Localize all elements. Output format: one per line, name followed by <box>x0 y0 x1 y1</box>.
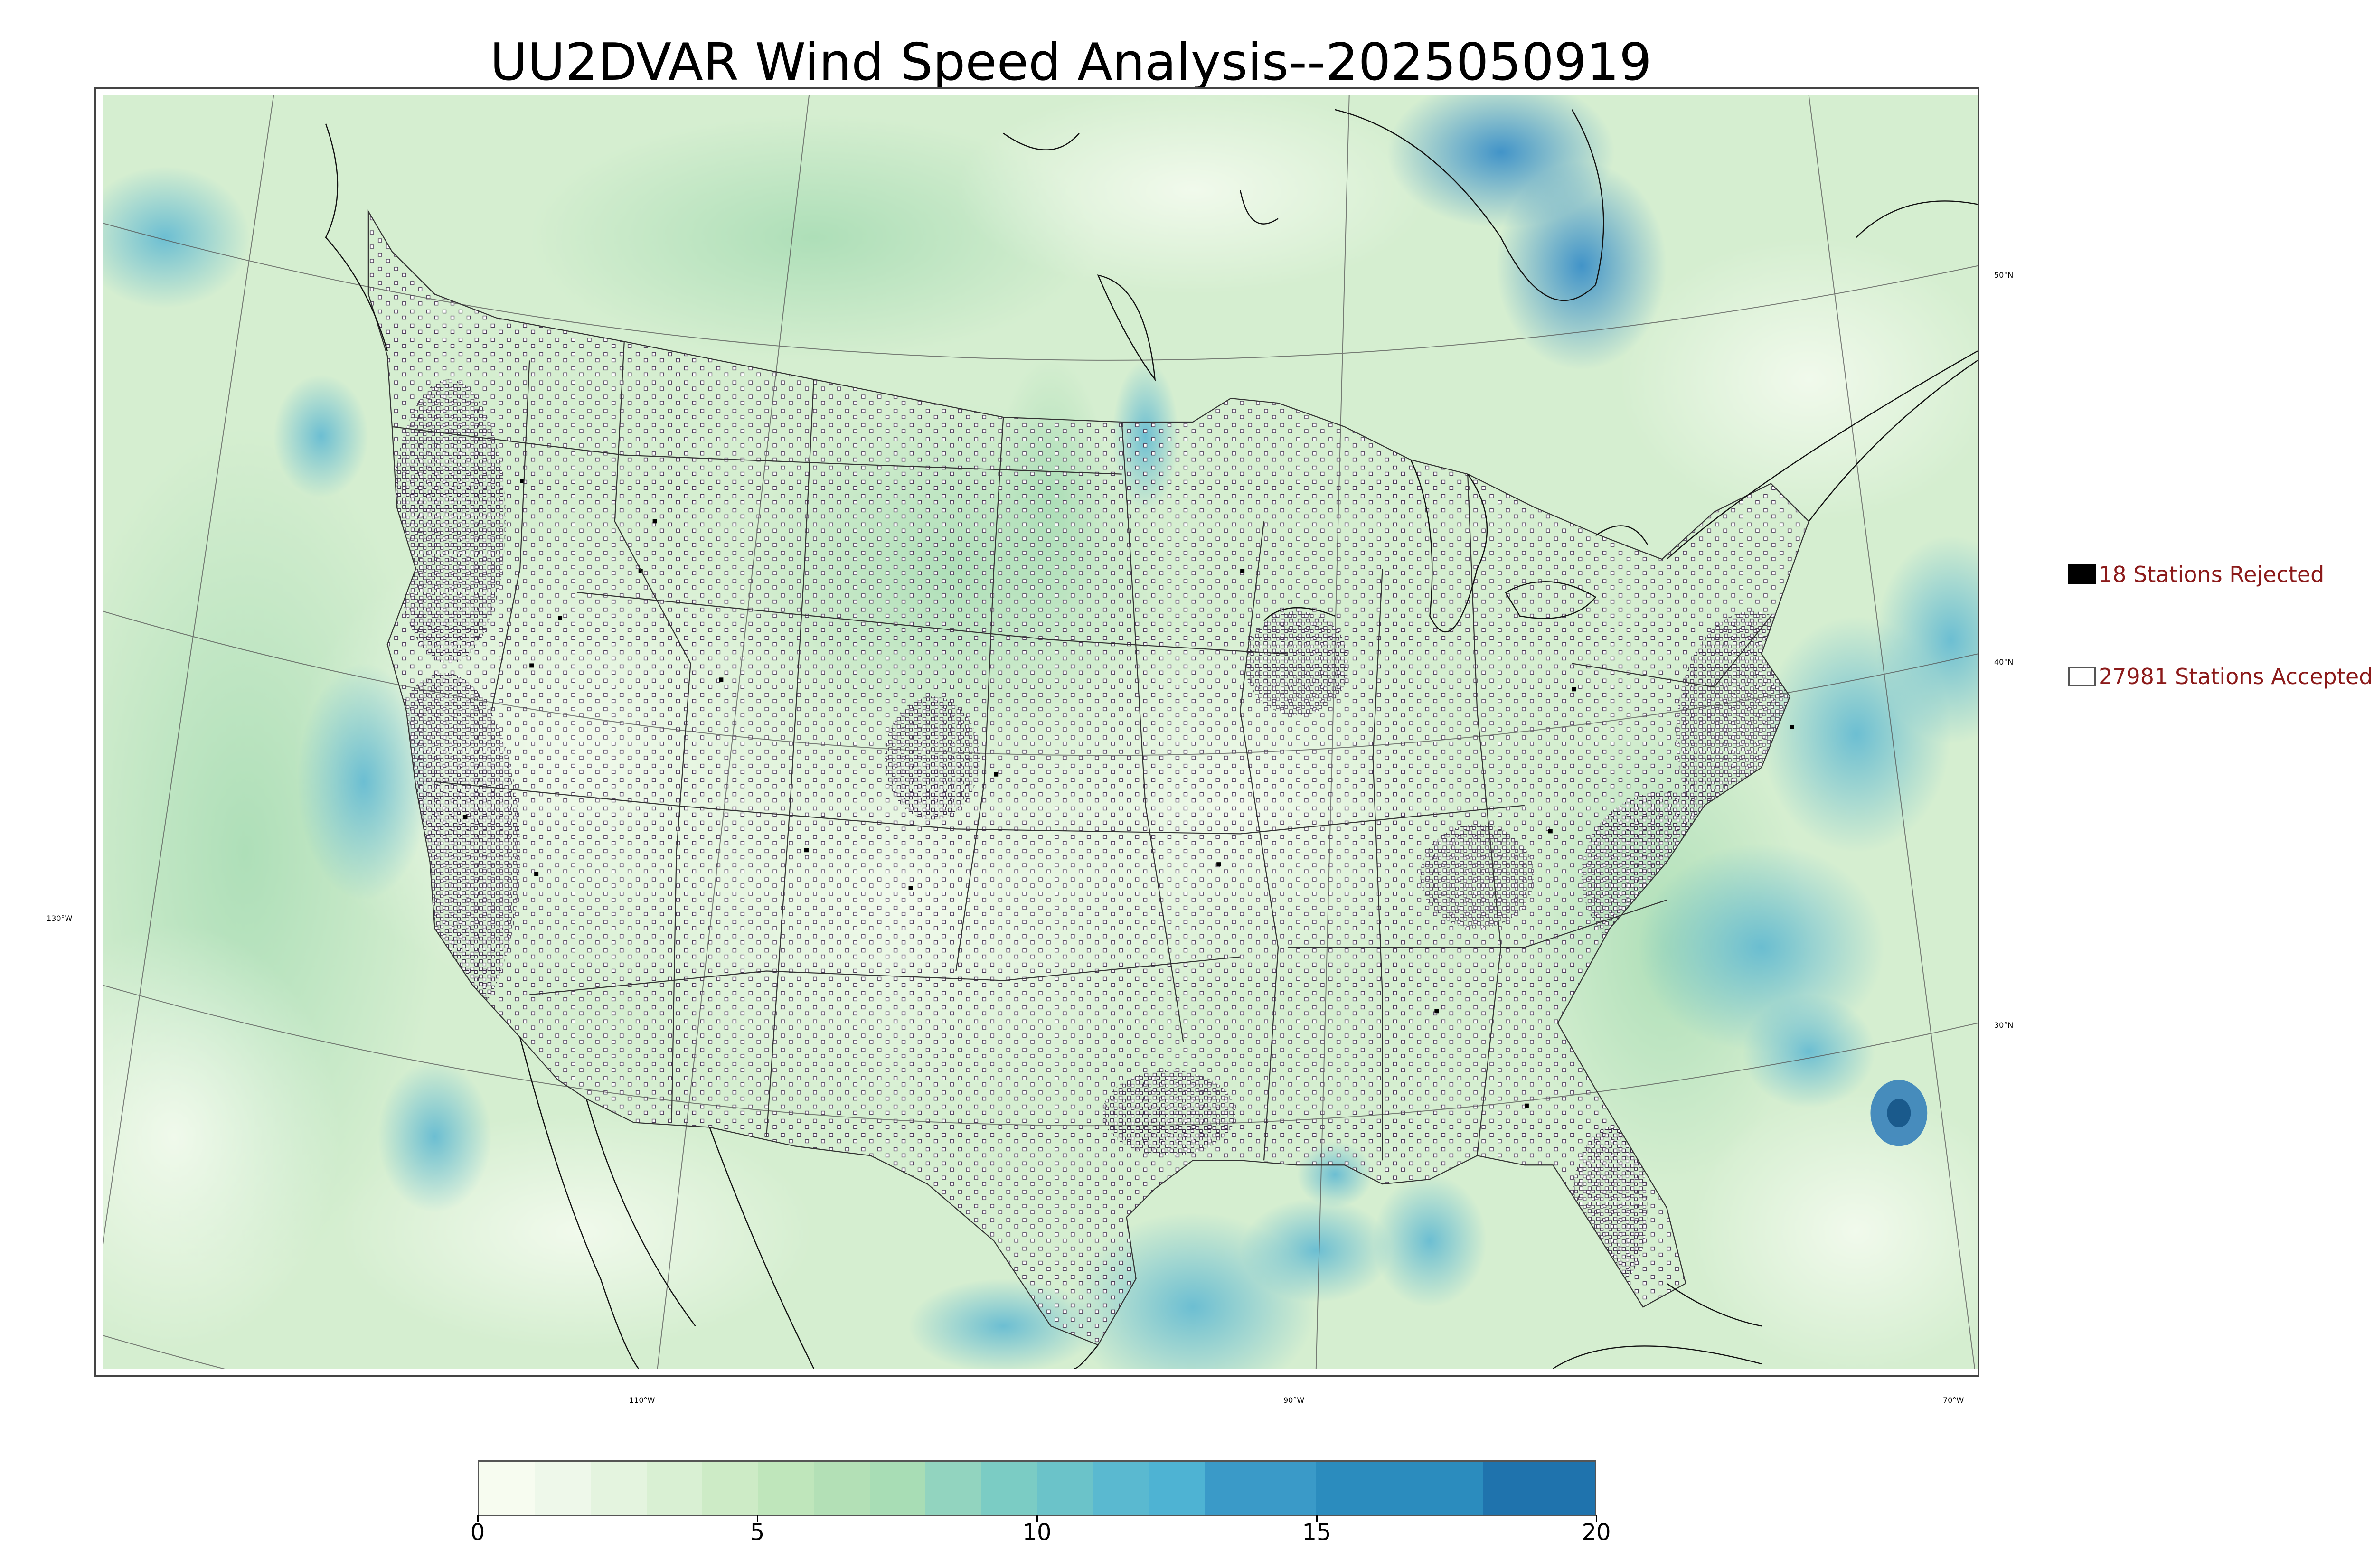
colorbar-tick-label: 20 <box>1582 1519 1611 1546</box>
colorbar-segment <box>925 1462 981 1515</box>
legend-rejected-label: 18 Stations Rejected <box>2099 562 2325 587</box>
graticule <box>103 95 1978 1369</box>
colorbar-tick <box>477 1515 479 1522</box>
colorbar-tick <box>1316 1515 1318 1522</box>
legend-accepted-label: 27981 Stations Accepted <box>2099 664 2373 689</box>
colorbar-segment <box>1149 1462 1205 1515</box>
legend-accepted: 27981 Stations Accepted <box>2068 664 2373 689</box>
colorbar-segment <box>591 1462 647 1515</box>
lon-label-130: 130°W <box>47 914 73 923</box>
colorbar-tick-label: 10 <box>1022 1519 1052 1546</box>
rejected-stations <box>463 479 1794 1108</box>
colorbar-tick <box>757 1515 758 1522</box>
colorbar-segment <box>1316 1462 1483 1515</box>
coastlines <box>325 109 1978 1369</box>
map-frame[interactable] <box>94 87 1979 1377</box>
colorbar-segment <box>1204 1462 1316 1515</box>
wind-speed-map[interactable] <box>103 95 1978 1369</box>
lat-label-30: 30°N <box>1994 1021 2014 1030</box>
colorbar-segment <box>981 1462 1037 1515</box>
colorbar-segment <box>1037 1462 1093 1515</box>
colorbar-segment <box>814 1462 870 1515</box>
rejected-swatch-icon <box>2068 564 2096 584</box>
lat-label-50: 50°N <box>1994 271 2014 280</box>
legend-rejected: 18 Stations Rejected <box>2068 562 2324 587</box>
lat-label-40: 40°N <box>1994 657 2014 667</box>
colorbar-tick <box>1036 1515 1038 1522</box>
colorbar-tick-label: 5 <box>750 1519 765 1546</box>
lon-label-90: 90°W <box>1283 1396 1305 1405</box>
map-canvas[interactable] <box>103 95 1978 1369</box>
accepted-swatch-icon <box>2068 667 2096 686</box>
colorbar-segment <box>535 1462 591 1515</box>
colorbar-segment <box>1093 1462 1149 1515</box>
lon-label-70: 70°W <box>1943 1396 1964 1405</box>
colorbar-tick-label: 0 <box>470 1519 485 1546</box>
state-borders <box>367 211 1809 1346</box>
colorbar-segment <box>702 1462 758 1515</box>
colorbar-segment <box>479 1462 535 1515</box>
colorbar-tick-label: 15 <box>1302 1519 1331 1546</box>
colorbar <box>478 1460 1596 1516</box>
colorbar-segment <box>646 1462 702 1515</box>
lon-label-110: 110°W <box>629 1396 655 1405</box>
colorbar-segment <box>1483 1462 1595 1515</box>
colorbar-segment <box>869 1462 925 1515</box>
colorbar-segment <box>758 1462 814 1515</box>
page-title: UU2DVAR Wind Speed Analysis--2025050919 <box>490 33 1652 92</box>
colorbar-tick <box>1596 1515 1597 1522</box>
